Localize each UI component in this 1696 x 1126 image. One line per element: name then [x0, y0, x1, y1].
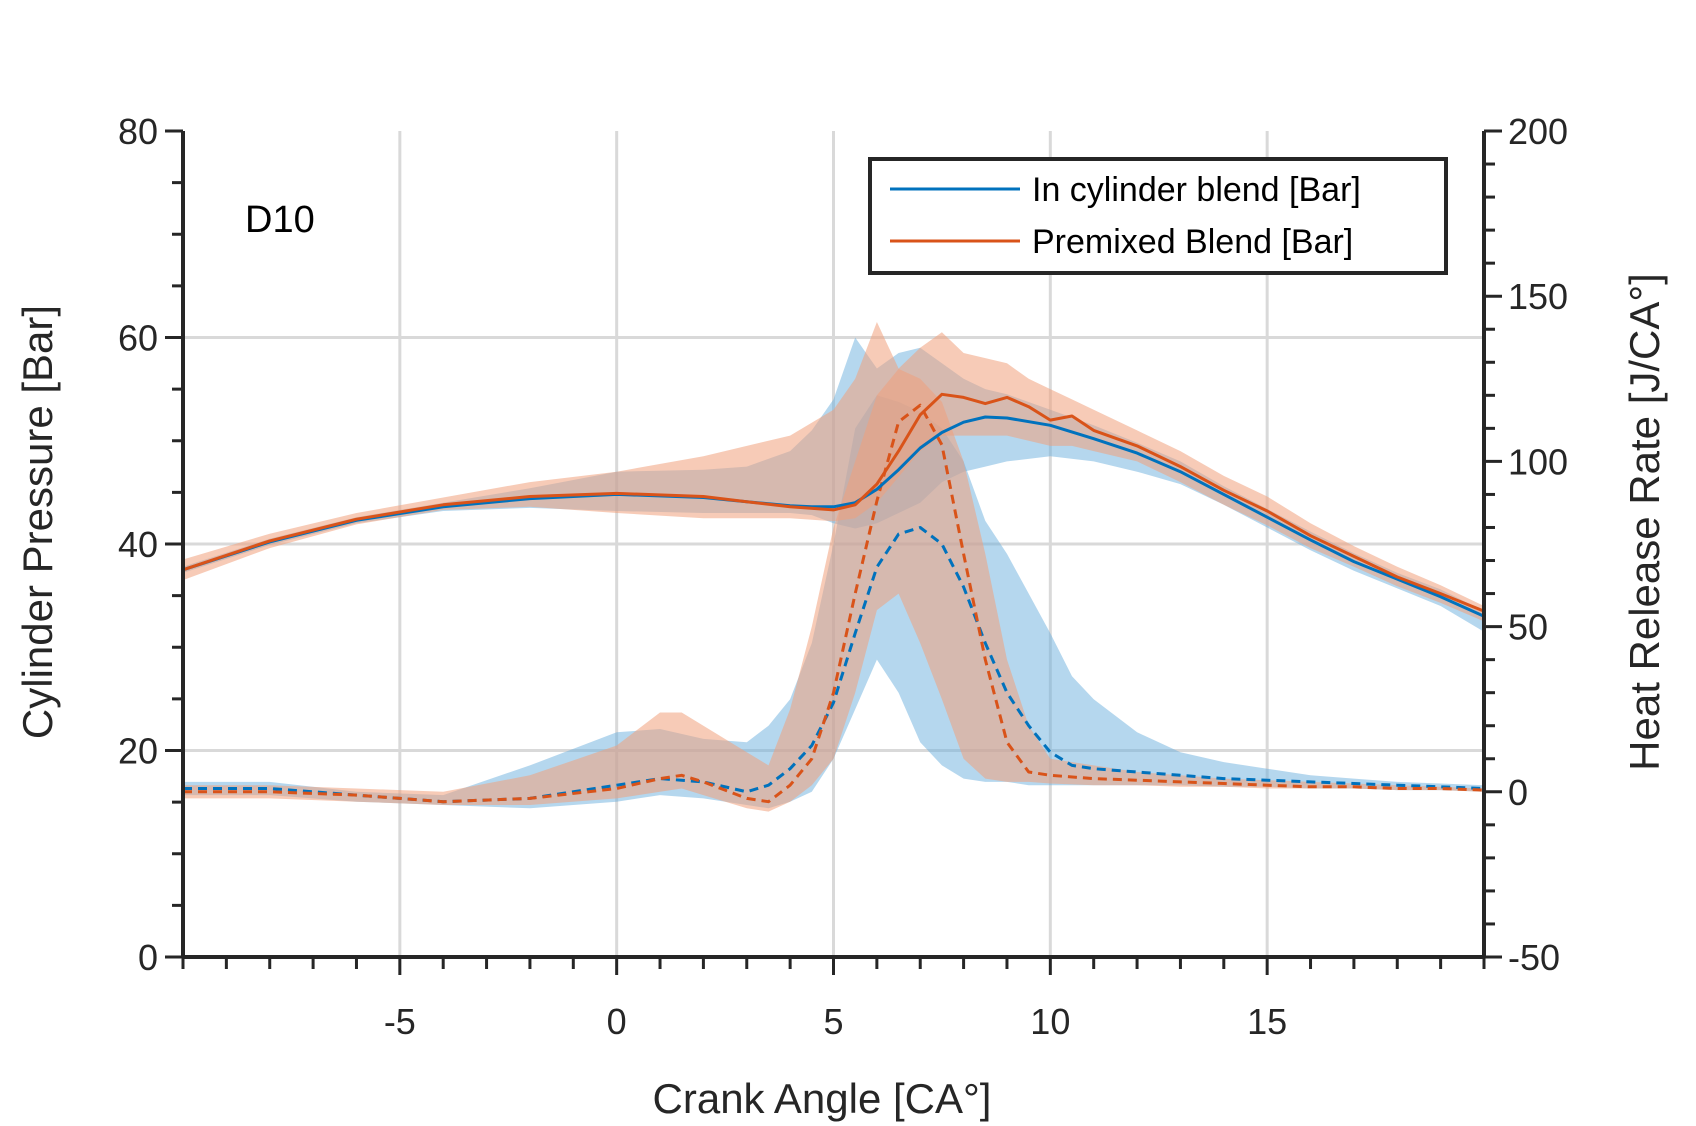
- x-tick-label: 10: [1030, 1001, 1070, 1042]
- band-premixed: [183, 322, 1484, 622]
- x-tick-label: 5: [823, 1001, 843, 1042]
- right-y-tick-label: 150: [1508, 276, 1568, 317]
- right-y-axis-title: Heat Release Rate [J/CA°]: [1621, 273, 1668, 771]
- case-annotation: D10: [245, 199, 315, 241]
- x-tick-label: -5: [384, 1001, 416, 1042]
- right-y-tick-label: -50: [1508, 937, 1560, 978]
- line-premixed-hrr: [183, 403, 1485, 804]
- left-y-axis-title: Cylinder Pressure [Bar]: [14, 305, 61, 739]
- series-lines: [182, 392, 1485, 804]
- legend: In cylinder blend [Bar] Premixed Blend […: [868, 157, 1448, 275]
- left-y-tick-label: 20: [118, 731, 158, 772]
- right-y-tick-label: 200: [1508, 111, 1568, 152]
- x-tick-label: 15: [1247, 1001, 1287, 1042]
- legend-label-premixed: Premixed Blend [Bar]: [1032, 223, 1353, 261]
- legend-box: [868, 157, 1448, 275]
- right-y-tick-label: 50: [1508, 607, 1548, 648]
- line-premixed-pressure: [182, 392, 1485, 613]
- line-in-cylinder-hrr: [183, 526, 1485, 804]
- band-premixed: [183, 368, 1484, 812]
- left-y-tick-label: 0: [138, 937, 158, 978]
- legend-label-in-cylinder: In cylinder blend [Bar]: [1032, 171, 1361, 209]
- left-y-tick-label: 60: [118, 318, 158, 359]
- left-y-tick-label: 40: [118, 524, 158, 565]
- right-y-tick-label: 100: [1508, 441, 1568, 482]
- x-axis-title: Crank Angle [CA°]: [653, 1075, 992, 1122]
- confidence-bands: [183, 322, 1484, 812]
- x-tick-label: 0: [607, 1001, 627, 1042]
- right-y-tick-label: 0: [1508, 772, 1528, 813]
- left-y-tick-label: 80: [118, 111, 158, 152]
